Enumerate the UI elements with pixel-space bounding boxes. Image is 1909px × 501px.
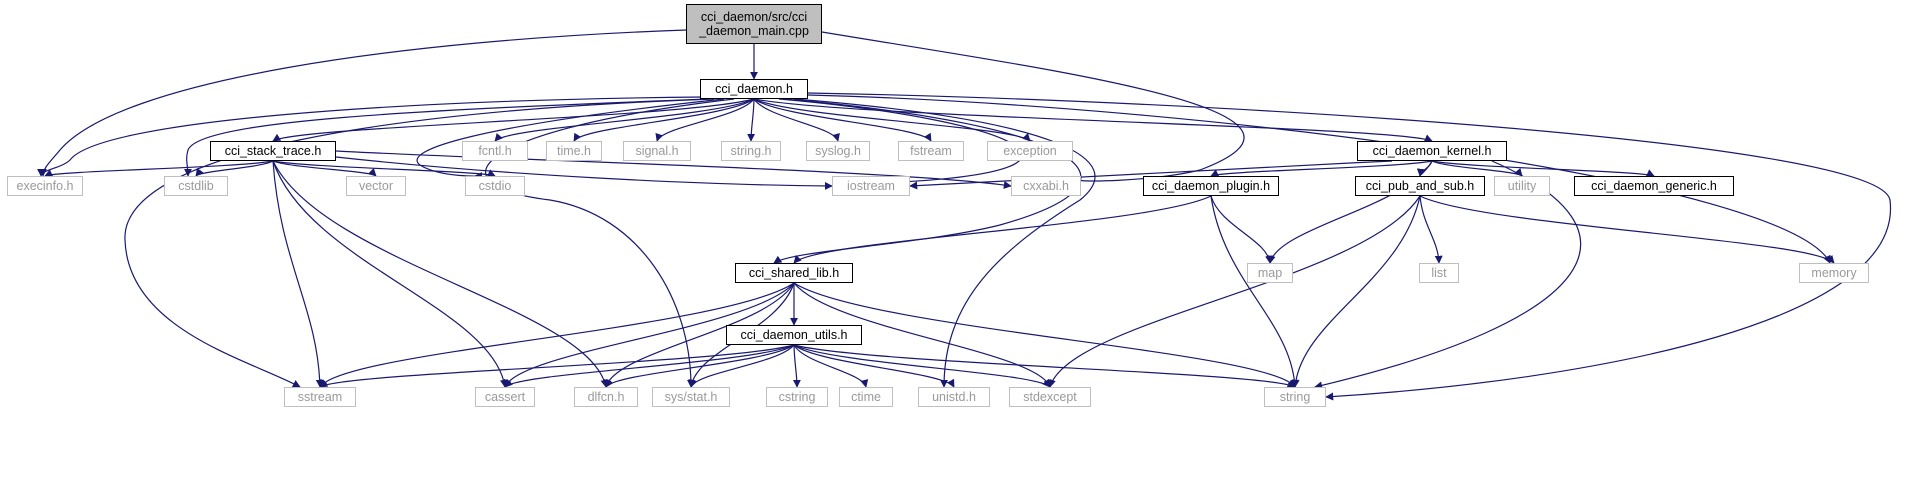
edge-utils-to-sysstat (689, 344, 795, 388)
edge-cci_daemon-to-string (807, 92, 1891, 401)
node-cassert: cassert (475, 387, 535, 407)
edge-main-to-cxxabi (821, 31, 1245, 187)
edge-cci_daemon-to-syslog (753, 98, 840, 142)
node-sysstat: sys/stat.h (652, 387, 730, 407)
edge-plugin-to-string (1210, 195, 1299, 388)
edge-cci_daemon-to-sysstat (485, 98, 735, 388)
edge-cci_daemon-to-fcntl (494, 98, 755, 142)
edge-cci_stack_trace-to-cassert (272, 160, 508, 388)
edge-cci_stack_trace-to-sstream (272, 160, 324, 388)
edge-utils-to-string (793, 344, 1296, 388)
edge-cci_stack_trace-to-cstdlib (195, 160, 274, 177)
edge-plugin-to-map (1210, 195, 1274, 264)
node-time: time.h (546, 141, 602, 161)
edge-cci_daemon-to-kernel (753, 98, 1433, 142)
edge-cci_stack_trace-to-vector (272, 160, 377, 177)
node-exception: exception (987, 141, 1073, 161)
edge-shared_lib-to-stdexcept (793, 282, 1052, 388)
node-syslog: syslog.h (806, 141, 870, 161)
node-unistd: unistd.h (918, 387, 990, 407)
edge-cci_daemon-to-cci_stack_trace (272, 98, 755, 142)
node-stdexcept: stdexcept (1009, 387, 1091, 407)
edge-cci_stack_trace-to-cstdio (272, 160, 496, 177)
node-ctime: ctime (839, 387, 893, 407)
edge-kernel-to-generic (1431, 160, 1655, 177)
node-iostream: iostream (832, 176, 910, 196)
edge-utils-to-ctime (793, 344, 869, 388)
edge-shared_lib-to-dlfcn (603, 282, 795, 388)
edge-utils-to-unistd (793, 344, 955, 388)
edge-pubsub-to-string (1291, 195, 1421, 388)
node-execinfo: execinfo.h (7, 176, 83, 196)
node-map: map (1247, 263, 1293, 283)
edge-utils-to-cassert (504, 344, 795, 388)
node-cci-daemon[interactable]: cci_daemon.h (700, 79, 808, 99)
edge-utils-to-stdexcept (793, 344, 1051, 388)
node-string-h: string.h (721, 141, 781, 161)
edge-cci_daemon-to-cstdio (416, 98, 725, 181)
node-string: string (1264, 387, 1326, 407)
edge-cci_daemon-to-cstdlib (183, 98, 710, 177)
node-utils[interactable]: cci_daemon_utils.h (726, 325, 862, 345)
edge-cci_daemon-to-execinfo (37, 96, 705, 177)
node-cxxabi: cxxabi.h (1011, 176, 1081, 196)
node-plugin[interactable]: cci_daemon_plugin.h (1143, 176, 1279, 196)
node-sstream: sstream (284, 387, 356, 407)
edge-pubsub-to-stdexcept (1048, 195, 1421, 388)
node-fstream: fstream (898, 141, 964, 161)
edge-cci_stack_trace-to-dlfcn (272, 160, 609, 388)
node-utility: utility (1494, 176, 1550, 196)
node-cstdio: cstdio (465, 176, 525, 196)
edge-utils-to-dlfcn (605, 344, 795, 388)
node-shared-lib[interactable]: cci_shared_lib.h (735, 263, 853, 283)
edge-cci_stack_trace-to-iostream (335, 156, 833, 190)
node-list: list (1419, 263, 1459, 283)
edge-pubsub-to-list (1419, 195, 1443, 264)
edge-shared_lib-to-sstream (319, 282, 795, 388)
edge-kernel-to-plugin (1210, 160, 1433, 177)
node-signal: signal.h (623, 141, 691, 161)
edge-main-to-execinfo (39, 29, 687, 177)
edge-shared_lib-to-cassert (503, 282, 795, 388)
edge-cci_daemon-to-sstream (124, 98, 715, 388)
edge-plugin-to-shared_lib (793, 195, 1212, 264)
edge-cci_daemon-to-unistd (793, 98, 1096, 388)
edge-cci_stack_trace-to-execinfo (44, 160, 274, 177)
edge-utils-to-sstream (319, 344, 795, 388)
edge-cci_daemon-to-signal (655, 98, 755, 142)
edge-cci_daemon-to-fstream (753, 98, 932, 142)
edge-cci_daemon-to-string_h (747, 98, 756, 142)
node-generic[interactable]: cci_daemon_generic.h (1574, 176, 1734, 196)
node-main: cci_daemon/src/cci _daemon_main.cpp (686, 4, 822, 44)
edge-utils-to-cstring (792, 344, 801, 388)
node-vector: vector (346, 176, 406, 196)
node-fcntl: fcntl.h (462, 141, 528, 161)
node-cci-stack-trace[interactable]: cci_stack_trace.h (210, 141, 336, 161)
node-kernel[interactable]: cci_daemon_kernel.h (1357, 141, 1507, 161)
edge-cci_stack_trace-to-cxxabi (335, 150, 1012, 189)
node-dlfcn: dlfcn.h (574, 387, 638, 407)
node-pubsub[interactable]: cci_pub_and_sub.h (1355, 176, 1485, 196)
node-memory: memory (1799, 263, 1869, 283)
node-cstdlib: cstdlib (164, 176, 228, 196)
node-cstring: cstring (766, 387, 828, 407)
edge-cci_daemon-to-time (573, 98, 755, 142)
edge-shared_lib-to-string (793, 282, 1296, 388)
edge-pubsub-to-memory (1419, 195, 1835, 264)
edge-layer (37, 29, 1891, 401)
